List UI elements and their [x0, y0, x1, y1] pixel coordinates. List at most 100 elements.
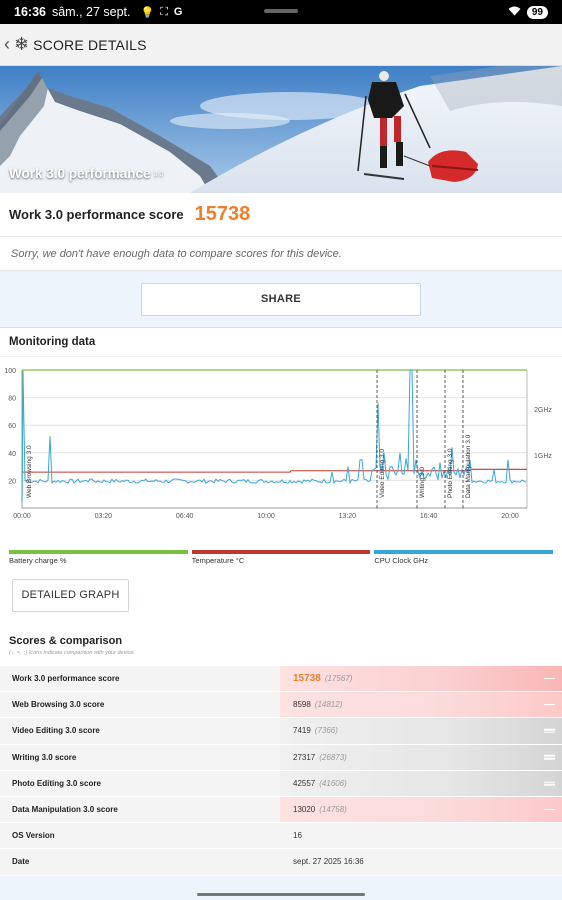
legend-label: Temperature °C	[191, 556, 245, 565]
compare-notice: Sorry, we don't have enough data to comp…	[0, 237, 562, 271]
similar-score-icon	[544, 754, 555, 761]
score-value-text: 42557	[293, 778, 316, 788]
lower-score-icon	[544, 703, 555, 707]
marker-label: Data Manipulation 3.0	[465, 434, 472, 498]
score-row-name: Web Browsing 3.0 score	[12, 700, 105, 710]
score-summary: Work 3.0 performance score 15738	[0, 193, 562, 237]
score-row-name: OS Version	[12, 831, 55, 841]
legend-item: Battery charge %	[9, 547, 188, 565]
legend-item: Temperature °C	[191, 547, 371, 565]
score-average-text: (14758)	[319, 805, 347, 815]
score-row-name: Photo Editing 3.0 score	[12, 778, 101, 788]
monitoring-graph[interactable]: 20 40 60 80 100 00:00 03:20 06:40 10:00 13:20 16:4…	[0, 357, 562, 547]
marker-label: Photo Editing 3.0	[447, 448, 454, 498]
score-row-name: Date	[12, 857, 30, 867]
score-row-name: Data Manipulation 3.0 score	[12, 805, 118, 815]
x-tick-label: 13:20	[339, 513, 357, 520]
legend-swatch	[374, 550, 554, 554]
scan-icon: ⛶	[160, 5, 168, 18]
snowflake-logo-icon: ❄	[14, 34, 30, 54]
detail-zone: DETAILED GRAPH	[0, 565, 562, 625]
monitoring-chart: 20 40 60 80 100 00:00 03:20 06:40 10:00 13:20 16:4…	[4, 368, 552, 520]
marker-label: Web Browsing 3.0	[26, 445, 33, 498]
score-label: Work 3.0 performance score	[9, 207, 184, 222]
y-tick-label: 60	[8, 423, 16, 430]
status-date: sâm., 27 sept.	[51, 5, 131, 19]
score-row-value: 13020 (14758)	[280, 796, 562, 823]
scores-title: Scores & comparison	[9, 635, 123, 647]
scores-table: Work 3.0 performance score 15738 (17567) We…	[0, 666, 562, 876]
score-row[interactable]: Photo Editing 3.0 score 42557 (41606)	[0, 770, 562, 797]
similar-score-icon	[544, 728, 555, 735]
score-row[interactable]: OS Version 16	[0, 823, 562, 850]
score-average-text: (7366)	[314, 726, 338, 736]
hero-banner: Work 3.0 performance 3.0	[0, 66, 562, 193]
wifi-icon	[508, 5, 521, 19]
score-row-value: 27317 (26873)	[280, 744, 562, 770]
x-tick-label: 16:40	[420, 513, 438, 520]
lower-score-icon	[544, 808, 555, 812]
monitoring-title: Monitoring data	[0, 328, 562, 357]
score-average-text: (41606)	[319, 778, 347, 788]
series-cpu	[21, 369, 527, 502]
app-bar: ‹ ❄ SCORE DETAILS	[0, 24, 562, 66]
score-row[interactable]: Date sept. 27 2025 16:36	[0, 849, 562, 876]
score-row-value: 16	[280, 823, 562, 848]
score-row[interactable]: Writing 3.0 score 27317 (26873)	[0, 744, 562, 771]
y-tick-label: 20	[8, 478, 16, 485]
score-value-text: 13020	[293, 805, 316, 815]
score-value-text: sept. 27 2025 16:36	[293, 857, 364, 867]
legend-swatch	[191, 550, 371, 554]
scores-note: (↓, ≈, ↑) Icons indicate comparison with…	[9, 650, 135, 656]
score-average-text: (17567)	[324, 674, 353, 684]
score-row[interactable]: Work 3.0 performance score 15738 (17567)	[0, 666, 562, 693]
similar-score-icon	[544, 780, 555, 787]
score-row-value: 8598 (14812)	[280, 692, 562, 718]
score-row[interactable]: Data Manipulation 3.0 score 13020 (14758)	[0, 796, 562, 824]
monitoring-section: Monitoring data 20 40 60 80 100 00:00 03:20 06:…	[0, 328, 562, 625]
skier-figure	[357, 71, 479, 182]
legend-label: CPU Clock GHz	[374, 556, 429, 565]
score-row-name: Work 3.0 performance score	[12, 674, 120, 684]
score-row-name: Video Editing 3.0 score	[12, 726, 100, 736]
score-value-text: 7419	[293, 726, 311, 736]
share-button[interactable]: SHARE	[141, 282, 421, 316]
y-tick-label: 40	[8, 451, 16, 458]
legend-label: Battery charge %	[9, 556, 67, 565]
x-tick-label: 10:00	[257, 513, 275, 520]
score-row-value: 42557 (41606)	[280, 770, 562, 796]
score-value-text: 8598	[293, 700, 311, 710]
score-row[interactable]: Video Editing 3.0 score 7419 (7366)	[0, 718, 562, 745]
hero-title: Work 3.0 performance 3.0	[9, 166, 164, 181]
score-row[interactable]: Web Browsing 3.0 score 8598 (14812)	[0, 692, 562, 719]
score-row-value: 7419 (7366)	[280, 718, 562, 744]
marker-label: Video Editing 3.0	[379, 449, 386, 498]
y-tick-label: 80	[8, 396, 16, 403]
home-indicator[interactable]	[197, 892, 365, 896]
scores-section: Scores & comparison (↓, ≈, ↑) Icons indi…	[0, 625, 562, 876]
y-right-tick-label: 2GHz	[534, 407, 552, 414]
score-value: 15738	[194, 203, 251, 225]
camera-notch	[264, 9, 298, 13]
x-tick-label: 00:00	[13, 513, 31, 520]
bulb-icon: 💡	[140, 6, 155, 19]
x-tick-label: 20:00	[501, 513, 519, 520]
x-tick-label: 06:40	[176, 513, 194, 520]
y-right-tick-label: 1GHz	[534, 453, 552, 460]
score-value-text: 15738	[293, 673, 321, 685]
score-value-text: 16	[293, 831, 302, 841]
detailed-graph-button[interactable]: DETAILED GRAPH	[12, 578, 129, 612]
hero-image	[0, 66, 562, 193]
score-value-text: 27317	[293, 752, 316, 762]
g-icon: G	[173, 6, 183, 18]
share-zone: SHARE	[0, 271, 562, 328]
chart-legend: Battery charge % Temperature °C CPU Clock …	[0, 547, 562, 565]
score-average-text: (26873)	[319, 752, 347, 762]
lower-score-icon	[544, 677, 555, 681]
status-bar: 16:36 sâm., 27 sept. 💡 ⛶ G 99	[0, 0, 562, 24]
battery-icon: 99	[526, 5, 548, 19]
bottom-area	[0, 875, 562, 900]
marker-label: Writing 3.0	[419, 467, 426, 498]
back-chevron-icon[interactable]: ‹	[4, 34, 10, 54]
score-row-value: sept. 27 2025 16:36	[280, 849, 562, 874]
